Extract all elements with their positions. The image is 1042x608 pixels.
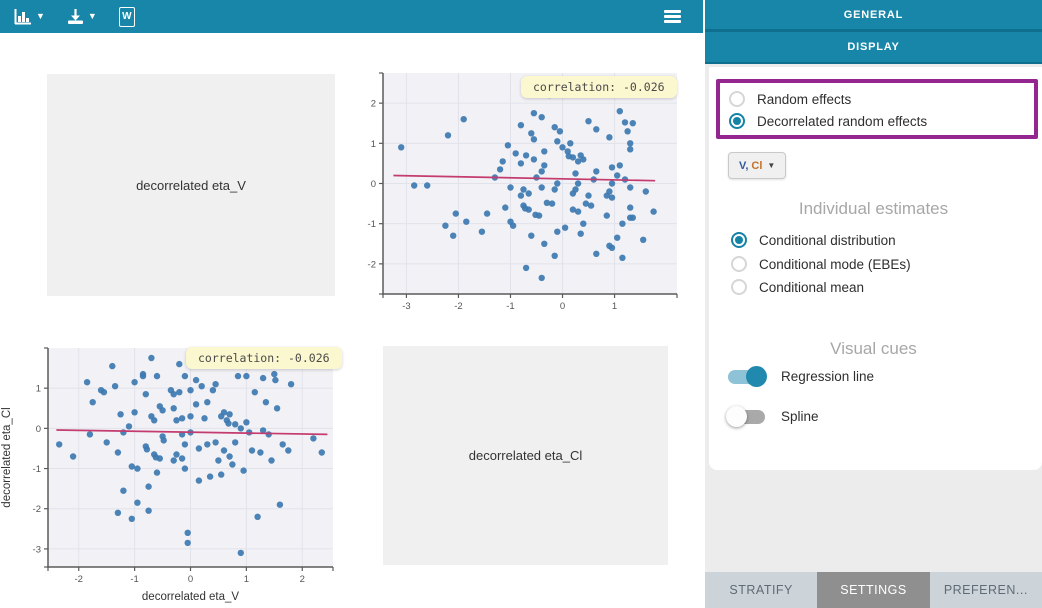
toggle-label: Spline: [781, 409, 819, 424]
radio-label: Conditional mean: [759, 279, 865, 295]
sidebar-tabbar: STRATIFY SETTINGS PREFEREN...: [705, 572, 1042, 608]
regression-line-toggle-row[interactable]: Regression line: [728, 366, 875, 387]
chart-type-dropdown[interactable]: ▼: [14, 8, 45, 25]
svg-text:-2: -2: [454, 301, 462, 312]
tab-settings[interactable]: SETTINGS: [817, 572, 930, 608]
svg-text:0: 0: [371, 179, 376, 190]
svg-text:decorrelated eta_Cl: decorrelated eta_Cl: [1, 407, 13, 507]
radio-icon-selected[interactable]: [731, 232, 747, 248]
tab-stratify[interactable]: STRATIFY: [729, 583, 793, 597]
eta-parameters-dropdown[interactable]: V, Cl ▼: [728, 152, 787, 179]
svg-text:-1: -1: [506, 301, 514, 312]
word-export-icon: W: [118, 6, 135, 27]
radio-conditional-mode-ebes[interactable]: Conditional mode (EBEs): [731, 256, 911, 272]
export-dropdown[interactable]: ▼: [67, 8, 97, 25]
chevron-down-icon: ▼: [87, 11, 97, 21]
svg-text:1: 1: [244, 574, 249, 585]
placeholder-label: decorrelated eta_V: [136, 177, 246, 193]
toggle-off-icon[interactable]: [726, 406, 765, 427]
display-section-header[interactable]: DISPLAY: [705, 32, 1042, 64]
radio-label: Decorrelated random effects: [757, 113, 928, 129]
svg-text:-1: -1: [130, 574, 138, 585]
radio-decorrelated-random-effects[interactable]: Decorrelated random effects: [729, 113, 927, 129]
scatter-plot-eta-cl-vs-eta-v[interactable]: -2 -1 0 1 2 -3 -2 -1 0 1 decorrelated eta_V decorre…: [0, 335, 352, 608]
toggle-label: Regression line: [781, 369, 875, 384]
radio-conditional-distribution[interactable]: Conditional distribution: [731, 232, 896, 248]
svg-text:2: 2: [371, 99, 376, 110]
svg-text:1: 1: [36, 384, 41, 395]
svg-text:-2: -2: [368, 259, 376, 270]
tab-preferences[interactable]: PREFEREN...: [943, 583, 1028, 597]
svg-text:-3: -3: [33, 544, 41, 555]
svg-text:-2: -2: [33, 504, 41, 515]
individual-estimates-heading: Individual estimates: [798, 199, 949, 218]
scatter-plot-eta-v-vs-eta-cl[interactable]: -3 -2 -1 0 1 -2 -1 0 1 2: [352, 60, 682, 315]
toggle-on-icon[interactable]: [728, 366, 767, 387]
chevron-down-icon: ▼: [767, 161, 776, 170]
svg-text:0: 0: [560, 301, 565, 312]
svg-text:-2: -2: [75, 574, 83, 585]
svg-text:-1: -1: [368, 219, 376, 230]
radio-label: Conditional distribution: [759, 232, 896, 248]
bar-chart-icon: [14, 8, 32, 25]
param-cl-label: Cl: [751, 159, 763, 172]
radio-icon[interactable]: [729, 91, 745, 107]
svg-text:-3: -3: [402, 301, 410, 312]
chevron-down-icon: ▼: [36, 11, 45, 21]
param-v-label: V,: [739, 159, 749, 172]
top-toolbar: ▼ ▼ W: [0, 0, 703, 33]
radio-icon-selected[interactable]: [729, 113, 745, 129]
radio-label: Conditional mode (EBEs): [759, 256, 911, 272]
settings-sidebar: GENERAL DISPLAY Random effects Decorrela…: [705, 0, 1042, 608]
svg-text:0: 0: [188, 574, 193, 585]
svg-text:1: 1: [371, 139, 376, 150]
radio-icon[interactable]: [731, 256, 747, 272]
word-export-button[interactable]: W: [118, 6, 135, 27]
radio-label: Random effects: [757, 91, 852, 107]
svg-text:decorrelated eta_V: decorrelated eta_V: [142, 591, 240, 603]
radio-random-effects[interactable]: Random effects: [729, 91, 851, 107]
radio-conditional-mean[interactable]: Conditional mean: [731, 279, 864, 295]
diagonal-cell-eta-v: decorrelated eta_V: [47, 74, 335, 296]
download-icon: [67, 8, 84, 25]
radio-icon[interactable]: [731, 279, 747, 295]
placeholder-label: decorrelated eta_Cl: [468, 448, 583, 463]
svg-text:0: 0: [36, 424, 41, 435]
general-section-header[interactable]: GENERAL: [705, 0, 1042, 32]
svg-text:1: 1: [612, 301, 617, 312]
display-panel: [709, 67, 1042, 470]
menu-icon[interactable]: [664, 7, 681, 25]
correlation-tooltip: correlation: -0.026: [521, 76, 677, 98]
diagonal-cell-eta-cl: decorrelated eta_Cl: [383, 346, 668, 565]
svg-text:-1: -1: [33, 464, 41, 475]
spline-toggle-row[interactable]: Spline: [726, 406, 819, 427]
visual-cues-heading: Visual cues: [830, 339, 917, 358]
correlation-tooltip: correlation: -0.026: [186, 347, 342, 369]
svg-text:2: 2: [300, 574, 305, 585]
